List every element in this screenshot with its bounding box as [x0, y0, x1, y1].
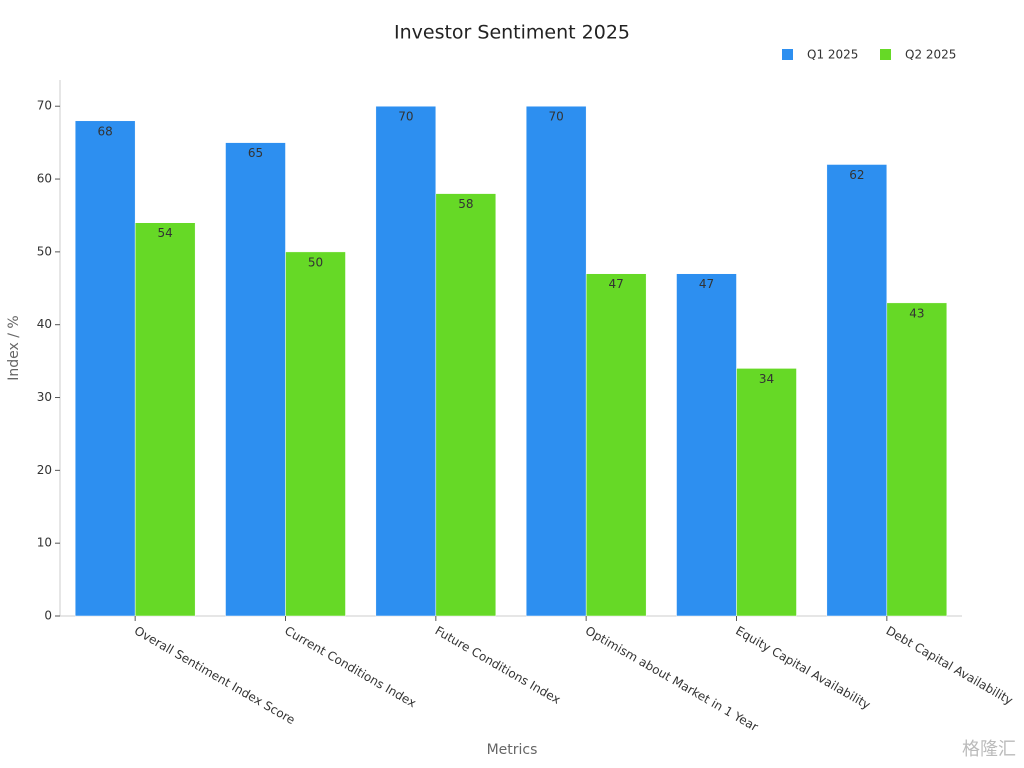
y-tick-label: 40 — [37, 317, 52, 331]
value-label: 70 — [398, 110, 413, 124]
value-label: 43 — [909, 306, 924, 320]
value-label: 70 — [549, 110, 564, 124]
value-label: 50 — [308, 255, 323, 269]
bar — [435, 193, 497, 617]
y-tick-label: 30 — [37, 390, 52, 404]
y-tick-label: 10 — [37, 536, 52, 550]
x-tick-label: Optimism about Market in 1 Year — [583, 624, 761, 735]
bar — [134, 222, 196, 617]
x-tick-label: Future Conditions Index — [433, 624, 563, 707]
bar — [225, 142, 286, 617]
x-tick-label: Debt Capital Availability — [884, 624, 1016, 708]
bar — [826, 164, 888, 617]
value-label: 34 — [759, 372, 774, 386]
legend-label: Q2 2025 — [905, 48, 956, 62]
legend-label: Q1 2025 — [807, 48, 858, 62]
value-label: 58 — [458, 197, 473, 211]
bar — [585, 273, 647, 617]
x-tick-label: Equity Capital Availability — [733, 624, 873, 713]
value-label: 47 — [699, 277, 714, 291]
legend-swatch — [880, 49, 891, 60]
y-tick-label: 0 — [44, 609, 52, 623]
chart-title: Investor Sentiment 2025 — [394, 22, 630, 44]
legend-swatch — [782, 49, 793, 60]
watermark: 格隆汇 — [962, 739, 1016, 760]
x-tick-label: Current Conditions Index — [282, 624, 418, 711]
value-label: 47 — [609, 277, 624, 291]
bar — [676, 273, 737, 617]
y-tick-label: 70 — [37, 99, 52, 113]
x-axis-title: Metrics — [487, 742, 538, 758]
x-tick-label: Overall Sentiment Index Score — [132, 624, 297, 728]
bar — [525, 105, 587, 617]
value-label: 68 — [98, 124, 113, 138]
value-label: 65 — [248, 146, 263, 160]
y-axis-title: Index / % — [6, 315, 22, 380]
bar — [886, 302, 948, 617]
bar — [285, 251, 346, 617]
bar — [375, 105, 437, 617]
bar — [736, 368, 797, 617]
y-tick-label: 20 — [37, 463, 52, 477]
y-tick-label: 60 — [37, 172, 52, 186]
value-label: 54 — [158, 226, 173, 240]
y-tick-label: 50 — [37, 244, 52, 258]
bar — [74, 120, 136, 617]
value-label: 62 — [849, 168, 864, 182]
